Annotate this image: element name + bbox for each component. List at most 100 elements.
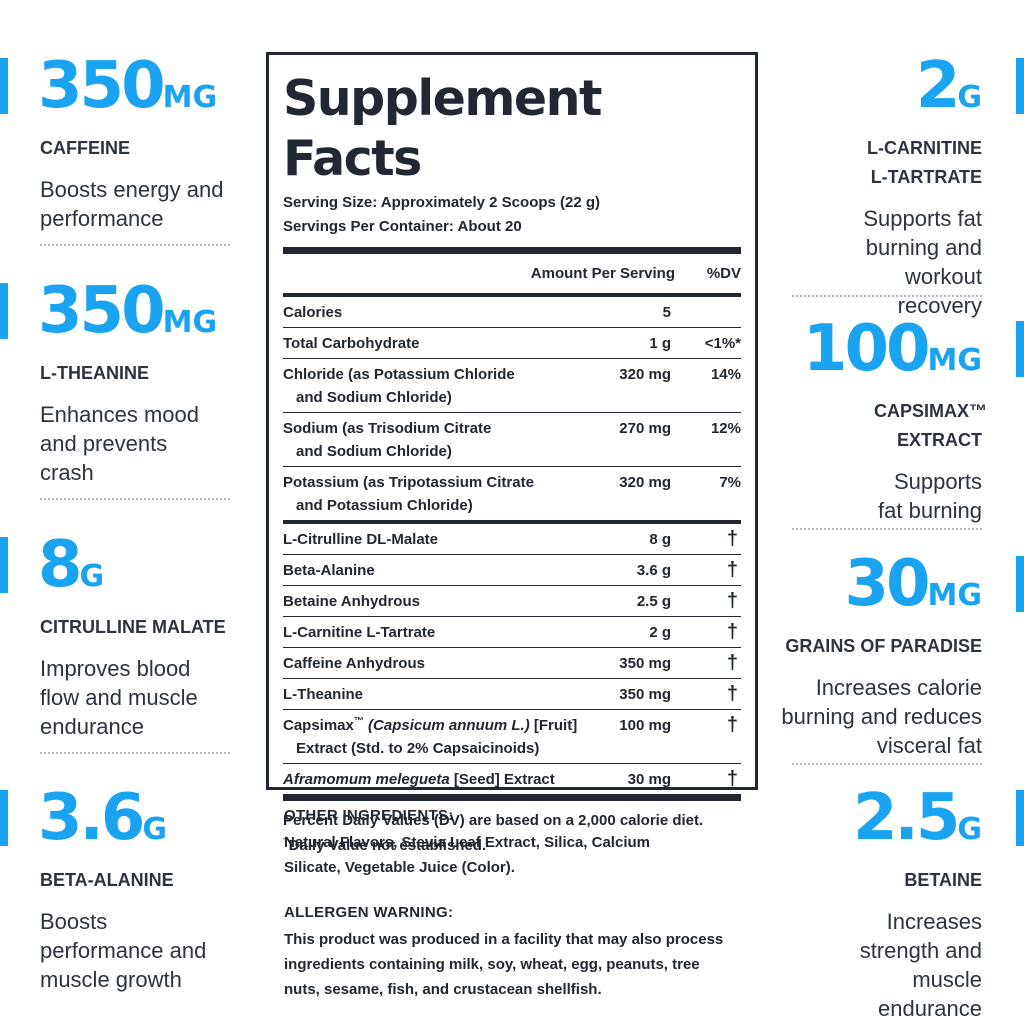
row-name: Beta-Alanine [283,562,375,579]
accent-bar [1016,556,1024,612]
table-row: L-Carnitine L-Tartrate 2 g † [283,617,741,648]
aframomum-rest: [Seed] Extract [449,771,555,788]
dotted-divider [40,752,230,754]
stat-l-theanine: 350MG L-THEANINE Enhances mood and preve… [0,279,250,487]
stat-unit: MG [927,343,982,378]
row-amount: 350 mg [619,655,671,672]
stat-description: Supports fat burning and workout recover… [863,206,982,318]
stat-unit: G [957,812,982,847]
table-row: Beta-Alanine 3.6 g † [283,555,741,586]
table-row: Capsimax™ (Capsicum annuum L.) [Fruit] Ex… [283,710,741,764]
aframomum-species: Aframomum melegueta [283,771,450,788]
row-name: L-Carnitine L-Tartrate [283,624,436,641]
row-amount: 270 mg [619,420,671,437]
accent-bar [1016,321,1024,377]
capsimax-prefix: Capsimax [283,717,354,734]
row-amount: 1 g [649,335,671,352]
medium-rule [283,520,741,524]
dagger-icon: † [726,559,738,581]
dotted-divider [792,295,982,297]
other-ingredients-heading: OTHER INGREDIENTS: [284,807,454,824]
row-name-line2: and Potassium Chloride) [296,497,473,514]
stat-l-carnitine: 2G L-CARNITINE L-TARTRATE Supports fat b… [774,54,1024,320]
stat-name: L-CARNITINE L-TARTRATE [867,138,982,187]
dagger-icon: † [726,683,738,705]
row-dv: 14% [710,366,741,383]
stat-citrulline-malate: 8G CITRULLINE MALATE Improves blood flow… [0,533,250,741]
row-name: L-Citrulline DL-Malate [283,531,439,548]
stat-number: 350 [38,49,166,123]
table-row: Sodium (as Trisodium Citrate and Sodium C… [283,413,741,467]
stat-amount: 2.5G [774,786,1024,862]
stat-amount: 30MG [774,552,1024,628]
serving-size: Serving Size: Approximately 2 Scoops (22… [283,194,601,211]
row-name-line2: Extract (Std. to 2% Capsaicinoids) [296,740,540,757]
stat-description: Increases strength and muscle endurance [859,909,982,1021]
row-name: L-Theanine [283,686,364,703]
stat-description: Boosts performance and muscle growth [40,909,207,992]
table-row: Potassium (as Tripotassium Citrate and Po… [283,467,741,520]
row-name: Betaine Anhydrous [283,593,420,610]
dotted-divider [792,528,982,530]
accent-bar [0,58,8,114]
dotted-divider [40,498,230,500]
row-name: Aframomum melegueta [Seed] Extract [283,768,579,791]
stat-unit: G [142,812,167,847]
stat-description: Boosts energy and performance [40,177,224,231]
stat-amount: 8G [0,533,250,609]
supplement-facts-panel: Supplement Facts Serving Size: Approxima… [266,52,758,854]
row-name: Capsimax™ (Capsicum annuum L.) [Fruit] Ex… [283,714,579,760]
capsimax-suffix: [Fruit] [529,717,578,734]
ingredient-group: L-Citrulline DL-Malate 8 g † Beta-Alanin… [283,524,741,794]
header-dv: %DV [706,265,741,282]
stat-unit: MG [162,305,218,340]
stat-capsimax: 100MG CAPSIMAX™ EXTRACT Supports fat bur… [774,317,1024,525]
stat-description: Improves blood flow and muscle endurance [40,656,198,739]
table-row: Betaine Anhydrous 2.5 g † [283,586,741,617]
ingredients-section: OTHER INGREDIENTS: Natural Flavors, Stev… [284,805,734,1002]
trademark-mark: ™ [353,716,364,727]
facts-footnote: Percent Daily Values (DV) are based on a… [283,801,741,858]
stat-name: BETA-ALANINE [40,870,174,890]
dagger-icon: † [726,768,738,790]
stat-amount: 3.6G [0,786,250,862]
stat-unit: G [957,80,982,115]
servings-per-container: Servings Per Container: About 20 [283,218,522,235]
facts-header-row: Amount Per Serving %DV [283,254,741,293]
stat-name: CAPSIMAX™ EXTRACT [874,401,988,450]
footnote-dv: Percent Daily Values (DV) are based on a… [283,812,704,829]
stat-grains-of-paradise: 30MG GRAINS OF PARADISE Increases calori… [774,552,1024,760]
stat-number: 350 [38,274,166,348]
row-dv: 12% [710,420,741,437]
stat-unit: G [79,559,105,594]
row-amount: 100 mg [619,717,671,734]
footnote-dagger: †Daily Value not established. [283,833,741,858]
row-name-line1: Sodium (as Trisodium Citrate [283,420,492,437]
row-name: Caffeine Anhydrous [283,655,425,672]
spacer [284,880,734,902]
stat-betaine: 2.5G BETAINE Increases strength and musc… [774,786,1024,1023]
stat-amount: 2G [774,54,1024,130]
row-amount: 320 mg [619,366,671,383]
stat-name: L-THEANINE [40,363,149,383]
stat-name: GRAINS OF PARADISE [785,636,982,656]
row-name: Total Carbohydrate [283,335,420,352]
stat-number: 100 [802,312,931,386]
stat-description: Increases calorie burning and reduces vi… [781,675,982,758]
dotted-divider [792,763,982,765]
row-name-line1: Potassium (as Tripotassium Citrate [283,474,534,491]
row-dv: 7% [719,474,741,491]
row-amount: 30 mg [627,771,671,788]
stat-unit: MG [162,80,218,115]
row-name-line1: Chloride (as Potassium Chloride [283,366,515,383]
stat-name: CAFFEINE [40,138,130,158]
nutrient-group: Calories 5 Total Carbohydrate 1 g <1%* C… [283,297,741,520]
other-ingredients-text: Natural Flavors, Stevia Leaf Extract, Si… [284,834,650,876]
capsimax-species: (Capsicum annuum L.) [363,717,530,734]
row-amount: 320 mg [619,474,671,491]
row-amount: 2.5 g [636,593,671,610]
facts-title: Supplement Facts [283,70,602,187]
stat-number: 3.6 [38,781,145,855]
dagger-mark: † [283,836,289,847]
dagger-icon: † [726,652,738,674]
